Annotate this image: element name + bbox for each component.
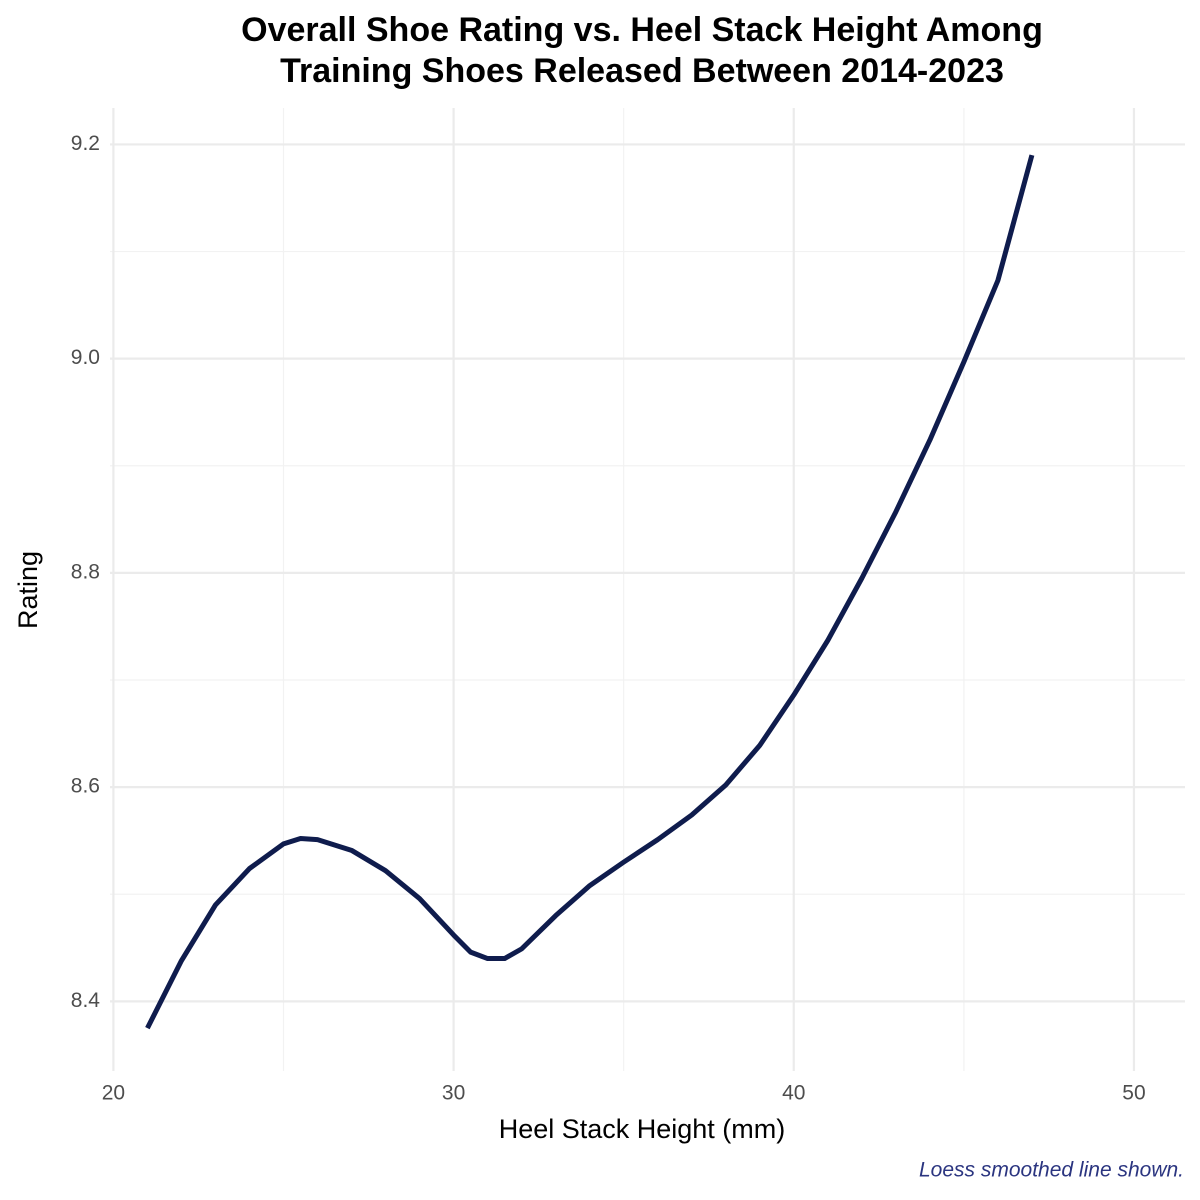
y-axis-label: Rating <box>13 551 43 629</box>
y-tick-label: 8.4 <box>71 989 101 1012</box>
x-axis-label: Heel Stack Height (mm) <box>499 1114 786 1144</box>
caption: Loess smoothed line shown. <box>919 1159 1184 1182</box>
x-tick-label: 40 <box>782 1082 805 1105</box>
grid <box>110 108 1185 1071</box>
y-tick-label: 9.0 <box>71 346 100 369</box>
y-tick-label: 8.8 <box>71 560 100 583</box>
y-tick-label: 9.2 <box>71 132 100 155</box>
x-tick-label: 50 <box>1122 1082 1145 1105</box>
y-tick-label: 8.6 <box>71 775 100 798</box>
chart-title: Overall Shoe Rating vs. Heel Stack Heigh… <box>241 11 1043 49</box>
plot-area <box>145 154 1035 1030</box>
chart-title: Training Shoes Released Between 2014-202… <box>280 52 1004 90</box>
line <box>145 154 1035 1030</box>
x-tick-label: 30 <box>442 1082 465 1105</box>
x-tick-label: 20 <box>102 1082 125 1105</box>
